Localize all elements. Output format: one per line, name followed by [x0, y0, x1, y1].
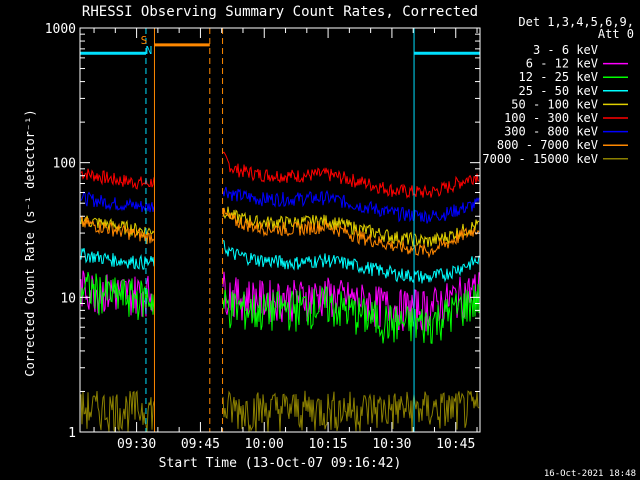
- legend-label: 100 - 300 keV: [504, 111, 598, 125]
- x-tick-label: 09:30: [117, 437, 156, 452]
- legend-attenuator: Att 0: [598, 27, 634, 41]
- legend-label: 7000 - 15000 keV: [482, 152, 598, 166]
- series-line: [80, 390, 480, 433]
- legend-label: 50 - 100 keV: [511, 97, 598, 111]
- legend-label: 25 - 50 keV: [519, 84, 598, 98]
- legend-label: 12 - 25 keV: [519, 70, 598, 84]
- x-axis-label: Start Time (13-Oct-07 09:16:42): [159, 456, 402, 471]
- saa-letter: S: [141, 34, 148, 47]
- x-tick-label: 10:45: [436, 437, 475, 452]
- x-tick-label: 09:45: [181, 437, 220, 452]
- x-tick-label: 10:15: [309, 437, 348, 452]
- y-axis-label: Corrected Count Rate (s⁻¹ detector⁻¹): [23, 109, 37, 376]
- series-line: [80, 151, 480, 199]
- y-tick-label: 1000: [45, 22, 76, 37]
- x-tick-label: 10:00: [245, 437, 284, 452]
- x-tick-label: 10:30: [372, 437, 411, 452]
- series-line: [80, 271, 480, 344]
- y-tick-label: 10: [60, 291, 76, 306]
- legend-header: Det 1,3,4,5,6,9,: [518, 15, 634, 29]
- legend-label: 300 - 800 keV: [504, 125, 598, 139]
- series-line: [80, 240, 480, 284]
- y-tick-label: 1: [68, 426, 76, 441]
- chart-title: RHESSI Observing Summary Count Rates, Co…: [82, 4, 478, 20]
- timestamp: 16-Oct-2021 18:48: [544, 469, 636, 479]
- night-letter: N: [146, 44, 153, 57]
- legend-label: 6 - 12 keV: [526, 57, 598, 71]
- legend-label: 800 - 7000 keV: [497, 138, 598, 152]
- plot-frame: [79, 27, 481, 433]
- legend-label: 3 - 6 keV: [533, 43, 598, 57]
- series-layer: [80, 151, 480, 433]
- axes-layer: 1 10 100 1000 09:30 09:45 10:00 10:15 10:30 10:45: [45, 22, 481, 452]
- series-line: [80, 207, 480, 259]
- series-line: [80, 186, 480, 224]
- y-tick-label: 100: [53, 157, 76, 172]
